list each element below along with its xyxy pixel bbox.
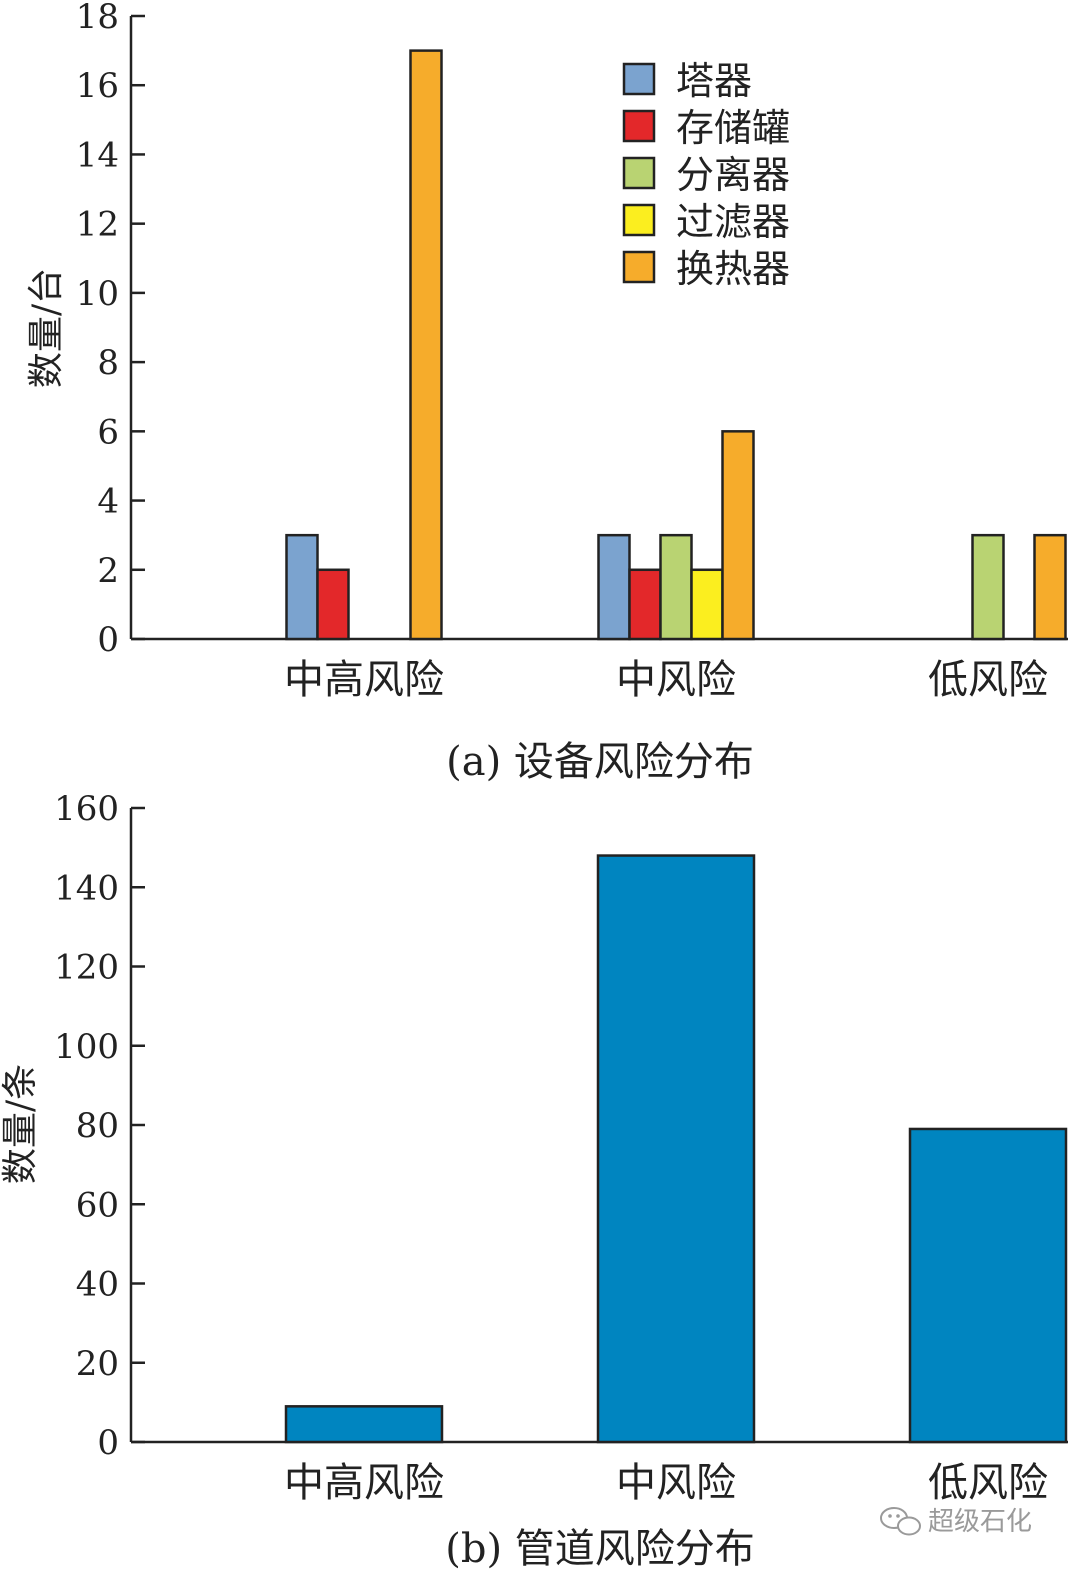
equipment-risk-chart: 数量/台 0 2 4 6 8 10 12 14 16 18 中高风险 中风险 低风险 塔器存储罐分离器… [26, 0, 1068, 785]
legend-label: 过滤器 [676, 200, 790, 244]
bars-a [285, 49, 1067, 641]
axes-a: 0 2 4 6 8 10 12 14 16 18 [76, 0, 1068, 660]
legend-swatch [622, 250, 656, 284]
y-tick-label-b: 100 [54, 1027, 119, 1067]
bars-b [284, 854, 1068, 1444]
bar-b-value-中风险 [596, 854, 756, 1444]
y-tick-label-a: 12 [76, 205, 119, 245]
legend-swatch [622, 62, 656, 96]
y-tick-label-b: 20 [76, 1344, 119, 1384]
y-tick-label-a: 8 [97, 343, 119, 383]
caption-b: (b) 管道风险分布 [445, 1526, 755, 1572]
bar-b-value-低风险 [908, 1127, 1068, 1444]
legend-swatch [622, 156, 656, 190]
legend-swatch [622, 109, 656, 143]
x-tick-label-b: 中高风险 [284, 1460, 444, 1506]
y-tick-label-a: 10 [76, 274, 119, 314]
wechat-icon [880, 1507, 921, 1536]
watermark-text: 超级石化 [928, 1507, 1032, 1537]
category-labels-a: 中高风险 中风险 低风险 [284, 657, 1048, 703]
y-tick-label-b: 60 [76, 1185, 119, 1225]
x-tick-label-a: 中风险 [616, 657, 736, 703]
y-tick-label-a: 16 [76, 66, 119, 106]
bar-a-过滤器-中风险 [690, 568, 724, 641]
bar-a-换热器-中风险 [721, 430, 755, 641]
bar-a-换热器-中高风险 [409, 49, 443, 641]
y-tick-label-a: 18 [76, 0, 119, 37]
caption-a: (a) 设备风险分布 [446, 739, 754, 785]
x-tick-label-a: 中高风险 [284, 657, 444, 703]
bar-a-换热器-低风险 [1033, 533, 1067, 641]
y-tick-label-b: 160 [54, 789, 119, 829]
bar-a-分离器-低风险 [971, 533, 1005, 641]
legend-label: 存储罐 [676, 106, 790, 150]
y-tick-label-a: 4 [97, 482, 119, 522]
bar-a-分离器-中风险 [659, 533, 693, 641]
category-labels-b: 中高风险 中风险 低风险 [284, 1460, 1048, 1506]
watermark: 超级石化 [880, 1507, 1032, 1537]
legend-label: 分离器 [676, 153, 790, 197]
bar-a-存储罐-中高风险 [316, 568, 350, 641]
y-tick-label-a: 14 [76, 135, 119, 175]
y-tick-label-a: 2 [97, 551, 119, 591]
x-tick-label-a: 低风险 [928, 657, 1048, 703]
bar-a-存储罐-中风险 [628, 568, 662, 641]
x-tick-label-b: 中风险 [616, 1460, 736, 1506]
y-tick-label-a: 0 [97, 620, 119, 660]
y-axis-title-a: 数量/台 [26, 268, 67, 388]
legend-swatch [622, 203, 656, 237]
pipeline-risk-chart: 数量/条 0 20 40 60 80 100 120 140 160 中高风险 中风险 低风险 (b… [0, 789, 1068, 1572]
x-tick-label-b: 低风险 [928, 1460, 1048, 1506]
y-tick-label-b: 0 [97, 1423, 119, 1463]
y-tick-label-b: 40 [76, 1265, 119, 1305]
bar-a-塔器-中高风险 [285, 533, 319, 641]
bar-a-塔器-中风险 [597, 533, 631, 641]
bar-b-value-中高风险 [284, 1405, 444, 1444]
y-axis-title-b: 数量/条 [0, 1064, 41, 1184]
y-tick-label-b: 80 [76, 1106, 119, 1146]
legend-label: 换热器 [676, 247, 790, 291]
y-tick-label-b: 120 [54, 948, 119, 988]
y-tick-label-a: 6 [97, 412, 119, 452]
legend-label: 塔器 [676, 59, 752, 103]
y-tick-label-b: 140 [54, 868, 119, 908]
